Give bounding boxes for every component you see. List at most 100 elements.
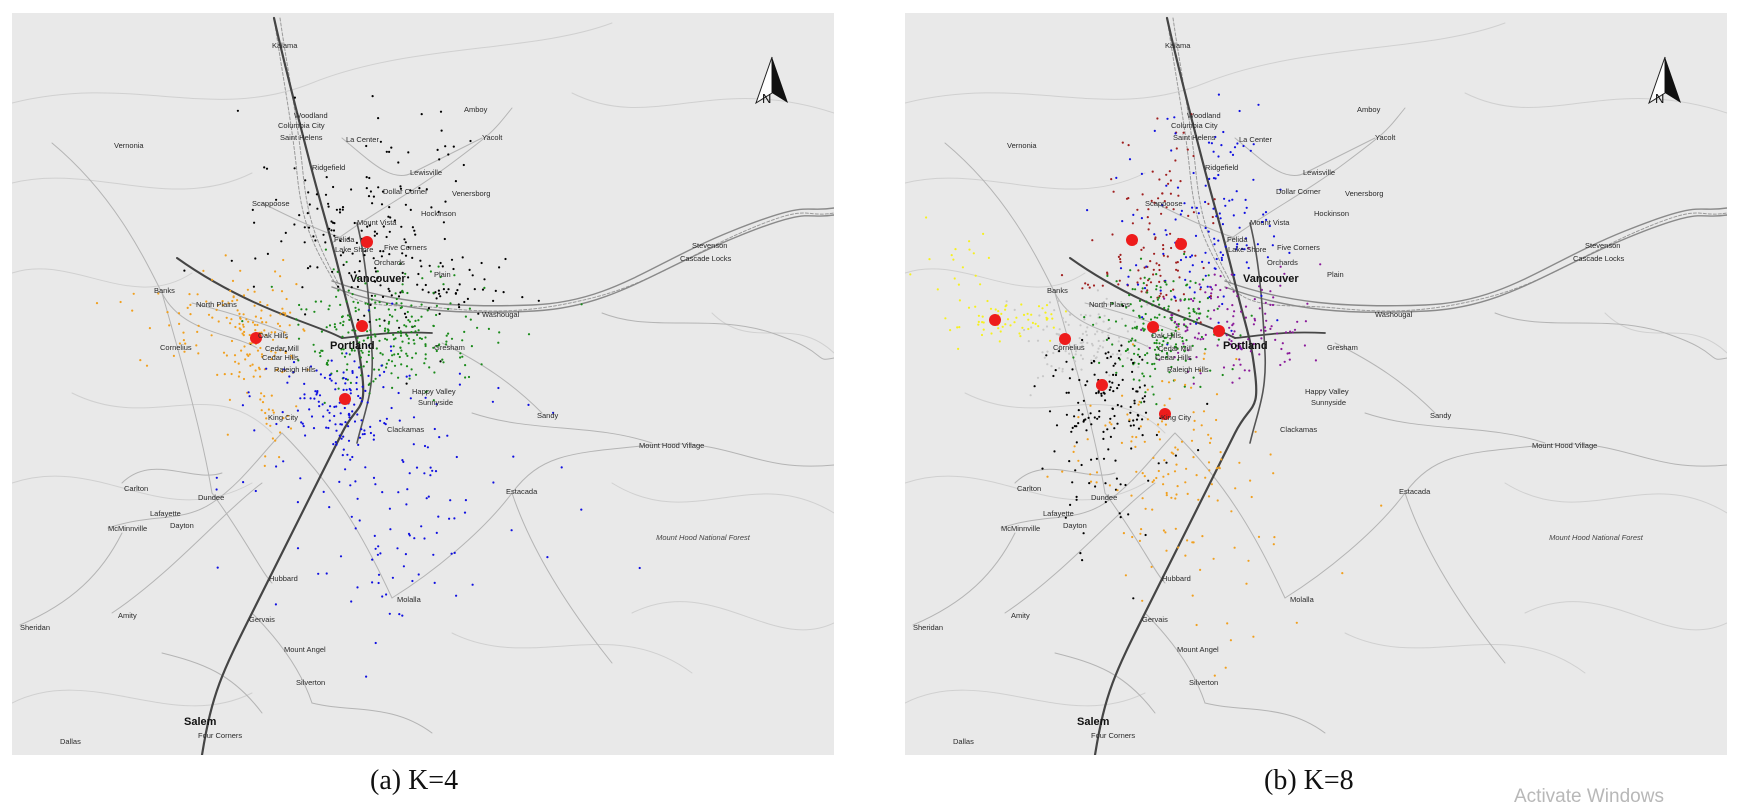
- trip-point: [328, 506, 331, 509]
- trip-point: [1167, 381, 1171, 384]
- trip-point: [195, 344, 198, 347]
- trip-point: [374, 377, 377, 380]
- trip-point: [362, 339, 365, 342]
- place-label-dallas: Dallas: [953, 737, 974, 746]
- trip-point: [1114, 362, 1117, 365]
- river-bank-2: [331, 214, 834, 314]
- trip-point: [375, 347, 378, 350]
- trip-point: [1204, 348, 1207, 351]
- trip-point: [1091, 239, 1094, 242]
- trip-point: [1127, 513, 1130, 516]
- trip-point: [1159, 292, 1162, 295]
- trip-point: [279, 275, 282, 278]
- trip-point: [1214, 284, 1217, 287]
- trip-point: [1022, 313, 1026, 316]
- trip-point: [457, 303, 460, 306]
- trip-point: [467, 375, 471, 379]
- trip-point: [1121, 220, 1124, 223]
- trip-point: [358, 270, 361, 273]
- trip-point: [241, 320, 244, 323]
- trip-point: [342, 435, 345, 438]
- trip-point: [333, 405, 336, 408]
- trip-point: [1215, 257, 1218, 261]
- trip-point: [1110, 423, 1113, 426]
- trip-point: [279, 313, 282, 316]
- trip-point: [1238, 345, 1242, 348]
- trip-point: [1073, 425, 1076, 428]
- trip-point: [1187, 214, 1190, 217]
- trip-point: [1176, 261, 1179, 264]
- trip-point: [1077, 401, 1080, 404]
- trip-point: [1124, 349, 1127, 353]
- trip-point: [301, 286, 304, 289]
- trip-point: [1304, 320, 1307, 323]
- trip-point: [388, 150, 391, 153]
- trip-point: [967, 306, 971, 309]
- trip-point: [982, 321, 985, 324]
- trip-point: [353, 360, 356, 363]
- trip-point: [303, 226, 306, 229]
- place-label-mount-hood-village: Mount Hood Village: [1532, 441, 1598, 450]
- trip-point: [974, 305, 977, 308]
- trip-point: [1233, 330, 1236, 333]
- place-label-woodland: Woodland: [1187, 111, 1221, 120]
- trip-point: [1252, 178, 1255, 181]
- trip-point: [1215, 393, 1219, 396]
- trip-point: [293, 96, 296, 99]
- trip-point: [480, 363, 483, 366]
- trip-point: [1219, 275, 1222, 278]
- trip-point: [1072, 356, 1075, 359]
- trip-point: [340, 348, 343, 351]
- trip-point: [1143, 395, 1146, 398]
- trip-point: [1133, 399, 1136, 402]
- trip-point: [233, 354, 237, 357]
- trip-point: [1107, 337, 1110, 340]
- trip-point: [267, 408, 270, 411]
- trip-point: [471, 274, 474, 277]
- trip-point: [351, 371, 354, 374]
- trip-point: [1193, 419, 1196, 422]
- trip-point: [270, 350, 273, 353]
- place-label-la-center: La Center: [346, 135, 379, 144]
- trip-point: [997, 310, 1000, 313]
- trip-point: [1142, 375, 1145, 378]
- trip-point: [335, 208, 338, 211]
- trip-point: [400, 332, 403, 335]
- trip-point: [1128, 418, 1131, 421]
- trip-point: [1133, 402, 1136, 405]
- trip-point: [1173, 295, 1176, 298]
- trip-point: [1127, 340, 1130, 343]
- trip-point: [215, 488, 218, 491]
- trip-point: [1099, 344, 1102, 348]
- trip-point: [997, 327, 1000, 330]
- trip-point: [1074, 360, 1077, 363]
- trip-point: [463, 330, 466, 333]
- trip-point: [1086, 209, 1089, 212]
- trip-point: [292, 361, 296, 364]
- trip-point: [1089, 480, 1093, 483]
- trip-point: [382, 386, 385, 389]
- trip-point: [320, 349, 323, 352]
- trip-point: [1217, 239, 1220, 242]
- place-label-salem: Salem: [184, 716, 217, 728]
- trip-point: [1021, 326, 1024, 329]
- place-label-orchards: Orchards: [374, 258, 405, 267]
- trip-point: [1131, 370, 1134, 373]
- trip-point: [1258, 307, 1261, 310]
- terrain-line: [905, 268, 1086, 288]
- trip-point: [320, 330, 323, 333]
- trip-point: [1213, 267, 1216, 270]
- trip-point: [1296, 320, 1299, 323]
- trip-point: [1058, 367, 1061, 370]
- trip-point: [1169, 192, 1172, 195]
- trip-point: [1084, 330, 1088, 333]
- trip-point: [1160, 420, 1164, 423]
- trip-point: [363, 429, 366, 432]
- trip-point: [372, 195, 375, 198]
- trip-point: [385, 417, 388, 420]
- trip-point: [270, 285, 273, 288]
- trip-point: [1157, 347, 1160, 350]
- trip-point: [1212, 150, 1215, 153]
- trip-point: [452, 267, 455, 271]
- trip-point: [455, 594, 458, 597]
